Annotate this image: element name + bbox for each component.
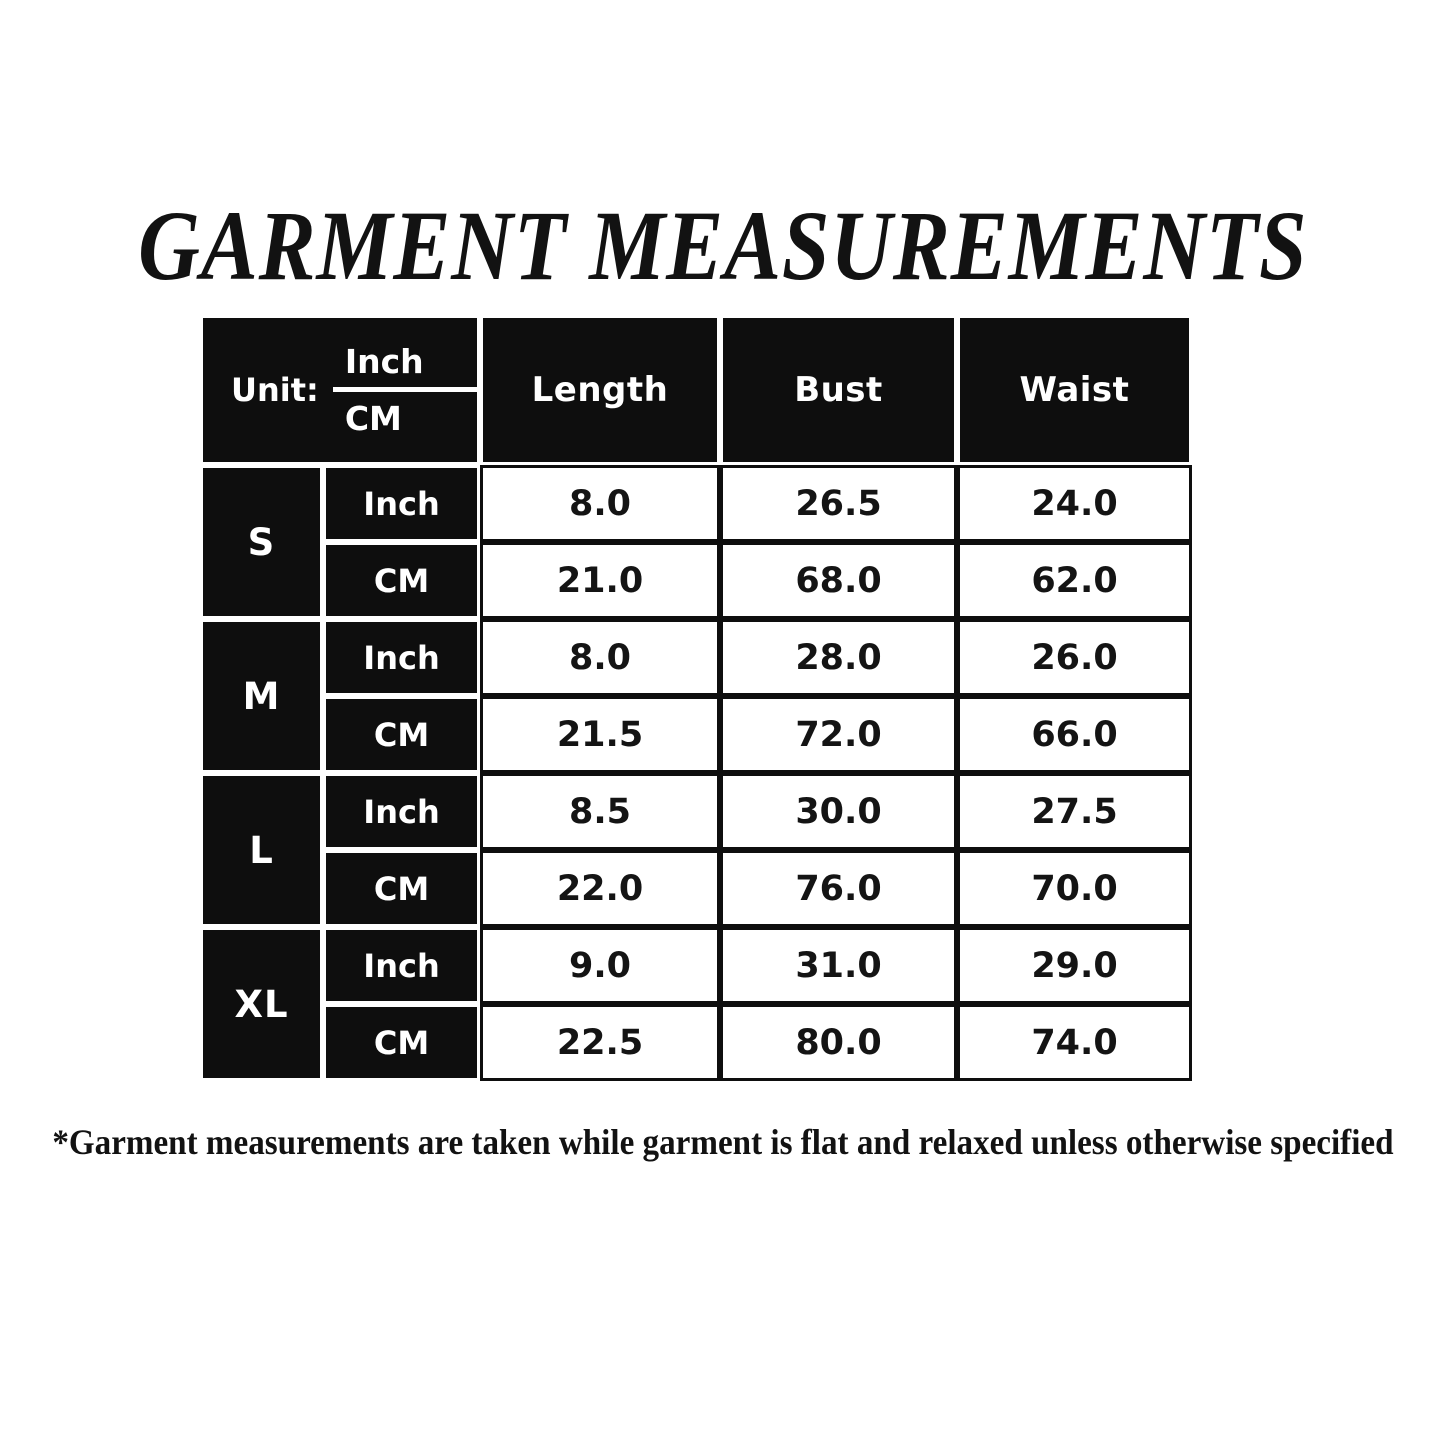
- value-cell-m-cm-length: 21.5: [480, 696, 720, 773]
- unit-cell-l-inch: Inch: [323, 773, 480, 850]
- unit-cell-l-cm: CM: [323, 850, 480, 927]
- value-cell-xl-cm-bust: 80.0: [720, 1004, 957, 1081]
- value-cell-m-inch-length: 8.0: [480, 619, 720, 696]
- value-cell-s-cm-length: 21.0: [480, 542, 720, 619]
- size-chart-table: Unit: Inch CM Length Bust Waist S Inch 8…: [200, 315, 1192, 1081]
- value-cell-xl-inch-waist: 29.0: [957, 927, 1192, 1004]
- value-cell-xl-cm-waist: 74.0: [957, 1004, 1192, 1081]
- column-header-bust: Bust: [720, 315, 957, 465]
- footnote-container: *Garment measurements are taken while ga…: [0, 1112, 1445, 1172]
- size-cell-s: S: [200, 465, 323, 619]
- value-cell-s-inch-bust: 26.5: [720, 465, 957, 542]
- value-cell-l-cm-bust: 76.0: [720, 850, 957, 927]
- unit-cell-s-cm: CM: [323, 542, 480, 619]
- value-cell-l-inch-bust: 30.0: [720, 773, 957, 850]
- unit-cell-xl-inch: Inch: [323, 927, 480, 1004]
- column-header-waist: Waist: [957, 315, 1192, 465]
- page-title-container: GARMENT MEASUREMENTS: [0, 188, 1445, 303]
- size-cell-m: M: [200, 619, 323, 773]
- value-cell-s-inch-length: 8.0: [480, 465, 720, 542]
- unit-label: Unit:: [231, 371, 319, 409]
- unit-fraction-inch: Inch: [332, 342, 477, 392]
- page-title: GARMENT MEASUREMENTS: [137, 189, 1308, 301]
- value-cell-m-inch-waist: 26.0: [957, 619, 1192, 696]
- size-cell-l: L: [200, 773, 323, 927]
- column-header-length: Length: [480, 315, 720, 465]
- value-cell-l-cm-waist: 70.0: [957, 850, 1192, 927]
- value-cell-m-inch-bust: 28.0: [720, 619, 957, 696]
- unit-cell-s-inch: Inch: [323, 465, 480, 542]
- unit-cell-xl-cm: CM: [323, 1004, 480, 1081]
- value-cell-xl-cm-length: 22.5: [480, 1004, 720, 1081]
- value-cell-l-inch-waist: 27.5: [957, 773, 1192, 850]
- value-cell-xl-inch-length: 9.0: [480, 927, 720, 1004]
- unit-fraction-cm: CM: [344, 399, 402, 438]
- unit-header-cell: Unit: Inch CM: [200, 315, 480, 465]
- value-cell-l-cm-length: 22.0: [480, 850, 720, 927]
- value-cell-s-inch-waist: 24.0: [957, 465, 1192, 542]
- unit-fraction: Inch CM: [332, 342, 477, 438]
- value-cell-l-inch-length: 8.5: [480, 773, 720, 850]
- footnote: *Garment measurements are taken while ga…: [51, 1122, 1394, 1162]
- unit-cell-m-cm: CM: [323, 696, 480, 773]
- unit-cell-m-inch: Inch: [323, 619, 480, 696]
- size-cell-xl: XL: [200, 927, 323, 1081]
- value-cell-s-cm-waist: 62.0: [957, 542, 1192, 619]
- value-cell-m-cm-bust: 72.0: [720, 696, 957, 773]
- value-cell-m-cm-waist: 66.0: [957, 696, 1192, 773]
- value-cell-s-cm-bust: 68.0: [720, 542, 957, 619]
- value-cell-xl-inch-bust: 31.0: [720, 927, 957, 1004]
